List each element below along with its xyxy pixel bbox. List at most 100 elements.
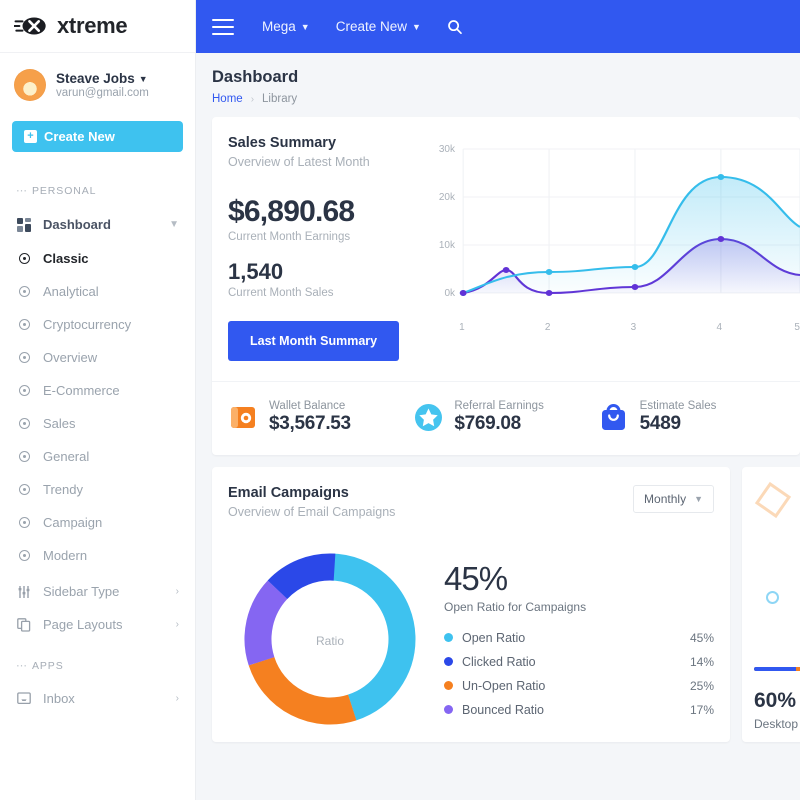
sidebar-item-page-layouts[interactable]: Page Layouts › <box>0 608 195 641</box>
legend-value: 14% <box>689 654 714 669</box>
sidebar: xtreme Steave Jobs ▼ varun@gmail.com + C… <box>0 0 196 800</box>
desktop-usage-card: 60% Desktop <box>742 467 800 742</box>
area-chart-svg <box>459 148 800 296</box>
y-tick-label: 0k <box>444 288 455 299</box>
chevron-right-icon[interactable]: › <box>175 586 179 597</box>
legend-item-open-ratio[interactable]: Open Ratio 45% <box>444 626 714 650</box>
sidebar-item-general[interactable]: General <box>0 440 195 473</box>
last-month-summary-button[interactable]: Last Month Summary <box>228 321 400 361</box>
topbar: Mega ▼ Create New ▼ <box>196 0 800 53</box>
profile[interactable]: Steave Jobs ▼ varun@gmail.com <box>0 53 195 115</box>
nav-section-personal: ⋯ PERSONAL <box>0 166 195 207</box>
email-row: Email Campaigns Overview of Email Campai… <box>196 467 800 754</box>
legend-label: Clicked Ratio <box>462 654 536 669</box>
sidebar-item-overview[interactable]: Overview <box>0 341 195 374</box>
dots-icon: ⋯ <box>16 185 27 197</box>
stat-value: 5489 <box>639 413 681 434</box>
sidebar-item-analytical[interactable]: Analytical <box>0 275 195 308</box>
sidebar-nav: ⋯ PERSONAL Dashboard ▼ Classic <box>0 152 195 800</box>
profile-name-row: Steave Jobs ▼ <box>56 71 149 86</box>
x-tick-label: 1 <box>459 322 465 333</box>
legend-label: Bounced Ratio <box>462 702 545 717</box>
radio-icon <box>16 550 32 561</box>
sidebar-item-sales[interactable]: Sales <box>0 407 195 440</box>
inbox-icon <box>16 692 32 705</box>
radio-icon <box>16 418 32 429</box>
breadcrumb-home[interactable]: Home <box>212 93 243 105</box>
legend-item-clicked-ratio[interactable]: Clicked Ratio 14% <box>444 650 714 674</box>
email-campaigns-header: Email Campaigns Overview of Email Campai… <box>212 467 730 519</box>
desktop-progress-bar <box>754 667 800 671</box>
breadcrumb-separator: › <box>250 93 255 105</box>
sidebar-item-campaign[interactable]: Campaign <box>0 506 195 539</box>
sales-row: Sales Summary Overview of Latest Month $… <box>196 117 800 467</box>
sidebar-item-cryptocurrency[interactable]: Cryptocurrency <box>0 308 195 341</box>
legend-label: Open Ratio <box>462 630 526 645</box>
period-select[interactable]: Monthly ▼ <box>633 485 714 513</box>
x-tick-label: 2 <box>544 322 551 333</box>
legend-value: 17% <box>689 702 714 717</box>
x-tick-label: 3 <box>630 322 637 333</box>
radio-icon <box>16 253 32 264</box>
sidebar-item-dashboard[interactable]: Dashboard ▼ <box>0 207 195 242</box>
earnings-caption: Current Month Earnings <box>228 231 351 243</box>
chevron-down-icon[interactable]: ▼ <box>138 73 148 84</box>
hamburger-icon[interactable] <box>212 18 234 35</box>
legend-value: 25% <box>689 678 714 693</box>
square-decoration-icon <box>754 481 792 519</box>
sidebar-item-classic[interactable]: Classic <box>0 242 195 275</box>
email-campaigns-body: Ratio 45% Open Ratio for Campaigns Open … <box>212 519 730 742</box>
create-new-label: Create New <box>44 129 115 144</box>
stat-referral-earnings: Referral Earnings $769.08 <box>413 400 598 435</box>
card-title: Email Campaigns <box>228 485 349 501</box>
breadcrumb: Home › Library <box>212 93 800 105</box>
stat-value: $769.08 <box>454 413 521 434</box>
sidebar-item-label: Sidebar Type <box>43 584 120 599</box>
search-icon[interactable] <box>437 19 473 35</box>
x-tick-label: 5 <box>794 322 800 333</box>
y-tick-label: 30k <box>438 144 455 155</box>
topbar-link-create-new[interactable]: Create New ▼ <box>326 19 431 34</box>
topbar-link-mega[interactable]: Mega ▼ <box>252 19 320 34</box>
chevron-right-icon[interactable]: › <box>175 693 179 704</box>
stat-label: Referral Earnings <box>454 400 544 412</box>
legend-item-un-open-ratio[interactable]: Un-Open Ratio 25% <box>444 674 714 698</box>
stat-wallet-balance: Wallet Balance $3,567.53 <box>228 400 413 435</box>
sidebar-item-trendy[interactable]: Trendy <box>0 473 195 506</box>
radio-icon <box>16 286 32 297</box>
profile-email: varun@gmail.com <box>56 87 149 99</box>
sidebar-item-inbox[interactable]: Inbox › <box>0 682 195 715</box>
donut-chart-svg <box>244 553 416 725</box>
sidebar-item-label: Campaign <box>43 515 103 530</box>
sidebar-item-e-commerce[interactable]: E-Commerce <box>0 374 195 407</box>
legend-item-bounced-ratio[interactable]: Bounced Ratio 17% <box>444 698 714 722</box>
topbar-link-label: Create New <box>335 19 407 34</box>
grid-icon <box>16 217 32 232</box>
brand[interactable]: xtreme <box>0 0 195 53</box>
sidebar-item-modern[interactable]: Modern <box>0 539 195 572</box>
stat-label: Estimate Sales <box>639 400 717 412</box>
legend-dot-icon <box>444 657 453 666</box>
shopping-bag-icon <box>599 403 629 433</box>
wallet-icon <box>228 403 258 433</box>
breadcrumb-current: Library <box>262 93 298 105</box>
create-new-button[interactable]: + Create New <box>12 121 183 152</box>
donut-center-label: Ratio <box>315 633 344 648</box>
chevron-down-icon[interactable]: ▼ <box>169 219 179 230</box>
sidebar-item-label: General <box>43 449 90 464</box>
y-tick-label: 10k <box>438 240 455 251</box>
nav-section-label: APPS <box>32 659 64 672</box>
chevron-right-icon[interactable]: › <box>175 619 179 630</box>
sidebar-item-label: Trendy <box>43 482 83 497</box>
sidebar-item-label: Modern <box>43 548 88 563</box>
radio-icon <box>16 319 32 330</box>
chevron-down-icon: ▼ <box>411 21 421 32</box>
legend-value: 45% <box>689 630 714 645</box>
topbar-link-label: Mega <box>262 19 296 34</box>
sidebar-item-sidebar-type[interactable]: Sidebar Type › <box>0 572 195 608</box>
y-tick-label: 20k <box>438 192 455 203</box>
sales-summary-card: Sales Summary Overview of Latest Month $… <box>212 117 800 455</box>
page-title: Dashboard <box>212 68 299 86</box>
stats-row: Wallet Balance $3,567.53 Referral <box>212 381 800 455</box>
